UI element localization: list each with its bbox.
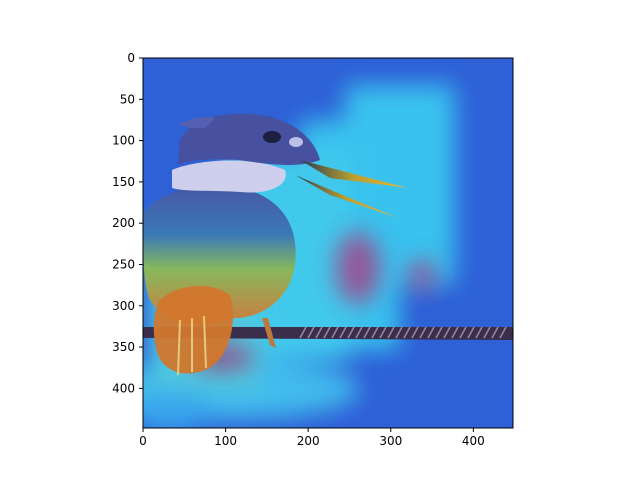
y-axis: 0 50 100 150 200 250 300 350 400 <box>112 51 143 395</box>
axes-frame <box>142 57 514 429</box>
y-tick-label: 400 <box>112 381 135 395</box>
y-tick-label: 350 <box>112 340 135 354</box>
x-tick-label: 400 <box>462 434 485 448</box>
heatmap-image <box>143 58 513 428</box>
y-tick-label: 100 <box>112 134 135 148</box>
x-tick-label: 300 <box>379 434 402 448</box>
y-tick-label: 200 <box>112 216 135 230</box>
y-tick-label: 150 <box>112 175 135 189</box>
y-tick-label: 300 <box>112 299 135 313</box>
x-axis: 0 100 200 300 400 <box>139 428 485 448</box>
y-tick-label: 0 <box>127 51 135 65</box>
x-tick-label: 0 <box>139 434 147 448</box>
x-tick-label: 100 <box>214 434 237 448</box>
x-tick-label: 200 <box>297 434 320 448</box>
y-tick-label: 50 <box>120 92 135 106</box>
y-tick-label: 250 <box>112 257 135 271</box>
